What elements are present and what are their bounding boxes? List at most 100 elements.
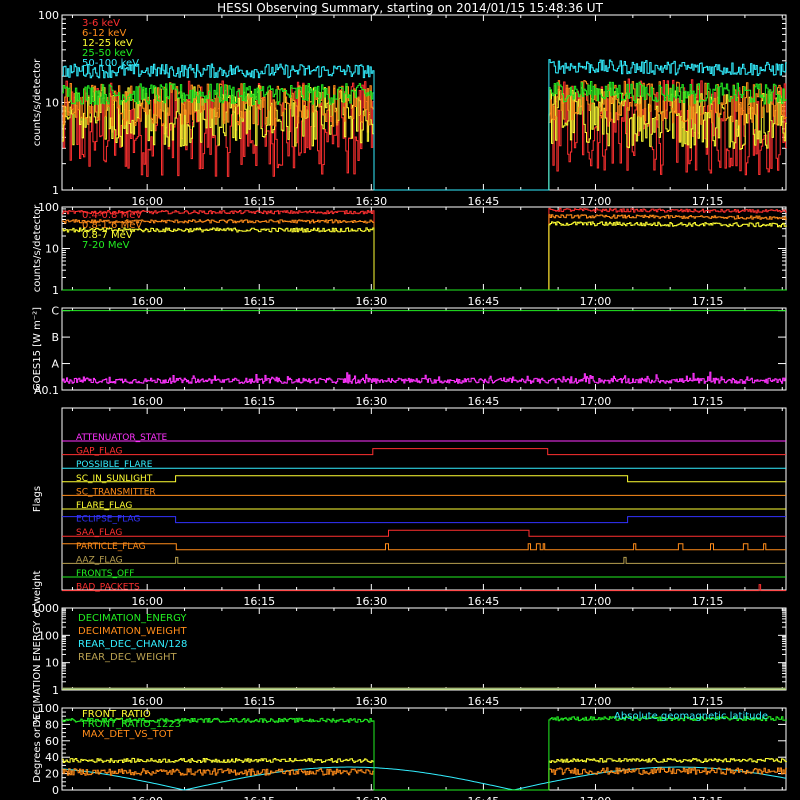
legend-entry: 25-50 keV [82, 48, 133, 59]
flag-label: AAZ_FLAG [76, 555, 123, 565]
y-tick-label: 100 [38, 629, 59, 642]
y-tick-label: 1 [52, 684, 59, 697]
y-tick-label: 100 [38, 9, 59, 22]
legend-entry: FRONT_RATIO [82, 709, 151, 720]
y-axis-label: DECIMATION ENERGY or weight [32, 570, 43, 727]
flag-label: SAA_FLAG [76, 528, 122, 538]
x-tick-label: 16:45 [468, 395, 500, 408]
y-tick-label: 10 [45, 657, 59, 670]
legend-entry: 0.8-7 MeV [82, 230, 133, 241]
legend-entry: 0.4-0.8 MeV [82, 210, 142, 221]
x-tick-label: 16:00 [131, 795, 163, 800]
y-tick-label: 60 [45, 735, 59, 748]
x-tick-label: 16:45 [468, 195, 500, 208]
flag-label: SC_TRANSMITTER [76, 487, 156, 497]
y-tick-label: 20 [45, 768, 59, 781]
y-axis-label: Flags [32, 486, 43, 512]
legend-entry: 7-20 MeV [82, 240, 130, 251]
y-axis-label: counts/s/detector [32, 204, 43, 292]
x-tick-label: 16:00 [131, 595, 163, 608]
x-tick-label: 16:30 [355, 295, 387, 308]
y-axis-label: counts/s/detector [32, 58, 43, 146]
panel-flags: 16:00 16:15 16:30 16:45 17:00 17:15 Flags ATTEN… [32, 407, 787, 608]
x-tick-label: 16:45 [468, 695, 500, 708]
panel-counts_high: 16:00 16:15 16:30 16:45 17:00 17:15 counts/s/d… [32, 201, 787, 308]
legend-entry: REAR_DEC_WEIGHT [78, 652, 177, 663]
y-tick-label: B [51, 331, 59, 344]
y-tick-label: 0 [52, 784, 59, 797]
x-tick-label: 17:15 [692, 395, 724, 408]
legend-entry: FRONT_RATIO_1223 [82, 719, 181, 730]
y-tick-label: 1 [52, 284, 59, 297]
y-tick-label: 80 [45, 718, 59, 731]
x-tick-label: 16:30 [355, 195, 387, 208]
x-tick-label: 16:00 [131, 695, 163, 708]
x-tick-label: 16:45 [468, 795, 500, 800]
series-line [62, 716, 787, 791]
x-tick-label: 17:00 [580, 195, 612, 208]
x-tick-label: 17:15 [692, 695, 724, 708]
y-tick-label: A0.1 [34, 384, 59, 397]
flag-label: POSSIBLE_FLARE [76, 460, 153, 470]
flag-label: ATTENUATOR_STATE [76, 433, 168, 443]
series-line [62, 59, 787, 191]
x-tick-label: 17:00 [580, 295, 612, 308]
y-tick-label: 100 [38, 702, 59, 715]
plot-frame [61, 607, 787, 691]
flag-label: ECLIPSE_FLAG [76, 515, 140, 525]
x-tick-label: 17:15 [692, 195, 724, 208]
flag-label: GAP_FLAG [76, 447, 122, 457]
flag-line [62, 516, 786, 524]
series-line [61, 766, 787, 791]
y-tick-label: 100 [38, 201, 59, 214]
y-tick-label: A [51, 358, 59, 371]
x-tick-label: 16:15 [243, 595, 275, 608]
panel-counts_low: 16:00 16:15 16:30 16:45 17:00 17:15 counts/s/d… [32, 9, 787, 208]
y-axis-label: Degrees or % [32, 715, 43, 783]
flag-line [62, 584, 786, 592]
y-tick-label: 10 [45, 97, 59, 110]
plot-frame [61, 307, 787, 391]
x-tick-label: 17:15 [692, 795, 724, 800]
x-tick-label: 17:00 [580, 795, 612, 800]
legend-entry: Absolute geomagnetic latitude [614, 711, 768, 722]
legend-entry: 12-25 keV [82, 38, 133, 49]
panel-goes: 16:00 16:15 16:30 16:45 17:00 17:15 GOES15 [W … [32, 305, 787, 408]
flag-line [62, 475, 786, 483]
x-tick-label: 16:45 [468, 295, 500, 308]
legend-entry: DECIMATION_WEIGHT [78, 626, 187, 637]
legend-entry: 50-100 keV [82, 58, 139, 69]
panel-decimation: 16:00 16:15 16:30 16:45 17:00 17:15 DECIMATION… [31, 570, 787, 727]
legend-entry: 0.8-1.6 MeV [82, 220, 142, 231]
y-axis-label: GOES15 [W m⁻²] [32, 307, 43, 391]
y-tick-label: 1000 [31, 602, 59, 615]
flag-label: BAD_PACKETS [76, 583, 140, 593]
x-tick-label: 16:00 [131, 195, 163, 208]
legend-entry: MAX_DET_VS_TOT [82, 729, 174, 740]
x-tick-label: 17:15 [692, 595, 724, 608]
flag-line [62, 543, 786, 551]
flag-label: FRONTS_OFF [76, 569, 134, 579]
x-tick-label: 17:00 [580, 395, 612, 408]
y-tick-label: 40 [45, 751, 59, 764]
x-tick-label: 17:15 [692, 295, 724, 308]
panel-ratios: 16:00 16:15 16:30 16:45 17:00 17:15 Degrees or… [32, 702, 787, 800]
figure-title: HESSI Observing Summary, starting on 201… [217, 1, 603, 15]
flag-line [62, 448, 786, 456]
y-tick-label: 1 [52, 184, 59, 197]
x-tick-label: 16:15 [243, 395, 275, 408]
flag-line [62, 556, 786, 564]
series-line [62, 371, 786, 384]
flag-label: SC_IN_SUNLIGHT [76, 474, 153, 484]
x-tick-label: 16:30 [355, 695, 387, 708]
x-tick-label: 16:45 [468, 595, 500, 608]
x-tick-label: 16:15 [243, 295, 275, 308]
x-tick-label: 17:00 [580, 695, 612, 708]
x-tick-label: 16:00 [131, 295, 163, 308]
flag-line [62, 529, 786, 537]
x-tick-label: 17:00 [580, 595, 612, 608]
legend-entry: 6-12 keV [82, 28, 126, 39]
x-tick-label: 16:15 [243, 195, 275, 208]
x-tick-label: 16:15 [243, 795, 275, 800]
